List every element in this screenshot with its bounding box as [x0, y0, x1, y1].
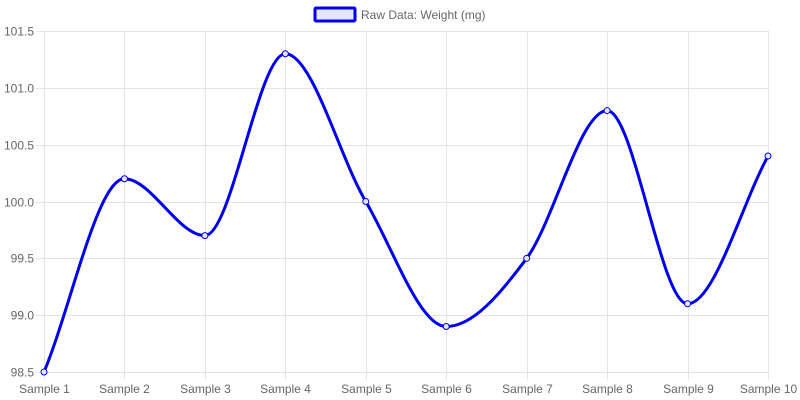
- x-tick-label: Sample 7: [502, 382, 553, 396]
- legend-swatch[interactable]: [313, 6, 357, 23]
- series-layer: [40, 50, 772, 376]
- y-tick-label: 98.5: [11, 366, 35, 380]
- data-point: [281, 50, 289, 58]
- series-line: [42, 52, 770, 374]
- x-tick-label: Sample 6: [421, 382, 472, 396]
- x-tick-label: Sample 4: [260, 382, 311, 396]
- data-point: [764, 152, 772, 160]
- y-tick-label: 101.0: [4, 82, 34, 96]
- data-point: [40, 368, 48, 376]
- y-tick-label: 100.0: [4, 196, 34, 210]
- legend-label[interactable]: Raw Data: Weight (mg): [361, 8, 485, 22]
- y-tick-label: 99.5: [11, 252, 35, 266]
- y-tick-label: 100.5: [4, 139, 34, 153]
- legend[interactable]: Raw Data: Weight (mg): [313, 6, 485, 23]
- y-tick-label: 99.0: [11, 309, 35, 323]
- x-tick-label: Sample 1: [19, 382, 70, 396]
- data-point: [523, 254, 531, 262]
- data-point: [362, 198, 370, 205]
- x-tick-label: Sample 10: [740, 382, 798, 396]
- y-tick-label: 101.5: [4, 25, 34, 39]
- data-point: [120, 175, 128, 183]
- data-point: [442, 323, 450, 331]
- x-tick-label: Sample 9: [663, 382, 714, 396]
- x-tick-label: Sample 5: [341, 382, 392, 396]
- grid-layer: [36, 31, 769, 380]
- x-tick-label: Sample 2: [99, 382, 150, 396]
- data-point: [201, 232, 209, 240]
- axis-layer: 98.5 99.0 99.5 100.0 100.5 101.0 101.5 Sample 1…: [4, 25, 798, 397]
- data-point: [684, 300, 692, 308]
- data-point: [603, 107, 611, 115]
- x-tick-label: Sample 8: [582, 382, 633, 396]
- x-tick-label: Sample 3: [180, 382, 231, 396]
